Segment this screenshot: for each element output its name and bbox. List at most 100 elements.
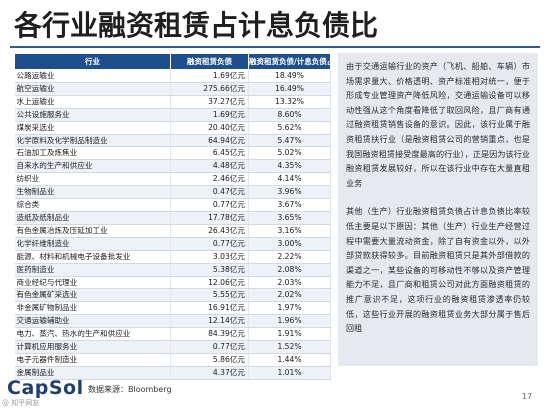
lease-liability-cell: 16.91亿元 <box>170 301 249 316</box>
lease-liability-cell: 275.66亿元 <box>170 82 249 96</box>
table-row: 造纸及纸制品业 17.78亿元 3.65% <box>14 211 331 225</box>
page-number: 17 <box>522 392 533 401</box>
ratio-cell: 1.97% <box>248 301 331 316</box>
industry-cell: 公路运输业 <box>14 69 171 83</box>
table-row: 航空运输业 275.66亿元 16.49% <box>14 82 331 96</box>
table-row: 水上运输业 37.27亿元 13.32% <box>14 95 331 109</box>
table-header-row: 行业 融资租赁负债 融资租赁负债/计息负债占比 <box>14 53 331 70</box>
industry-cell: 交通运输辅助业 <box>14 314 171 329</box>
column-header-lease-liability: 融资租赁负债 <box>170 53 249 70</box>
industry-cell: 电力、蒸汽、热水的生产和供应业 <box>14 327 171 342</box>
lease-liability-cell: 5.55亿元 <box>170 288 249 303</box>
ratio-cell: 16.49% <box>248 82 331 96</box>
table-row: 化学纤维制造业 0.77亿元 3.00% <box>14 237 331 251</box>
title-divider <box>10 46 540 48</box>
ratio-cell: 3.00% <box>248 237 331 251</box>
ratio-cell: 3.16% <box>248 224 331 238</box>
ratio-cell: 13.32% <box>248 95 331 109</box>
table-row: 化学原料及化学制品制造业 64.94亿元 5.47% <box>14 134 331 148</box>
table-row: 金属制品业 4.37亿元 1.01% <box>14 366 331 380</box>
industry-cell: 计算机应用服务业 <box>14 340 171 354</box>
table-row: 石油加工及炼焦业 6.45亿元 5.02% <box>14 146 331 161</box>
lease-liability-cell: 1.69亿元 <box>170 108 249 122</box>
lease-liability-cell: 5.86亿元 <box>170 353 249 367</box>
lease-liability-cell: 84.39亿元 <box>170 327 249 342</box>
table-row: 纺织业 2.46亿元 4.14% <box>14 172 331 187</box>
lease-liability-cell: 12.14亿元 <box>170 314 249 329</box>
table-row: 非金属矿物制品业 16.91亿元 1.97% <box>14 301 331 316</box>
industry-cell: 化学原料及化学制品制造业 <box>14 134 171 148</box>
industry-cell: 医药制造业 <box>14 263 171 277</box>
table-row: 计算机应用服务业 0.77亿元 1.52% <box>14 340 331 354</box>
table-row: 煤炭采选业 20.40亿元 5.62% <box>14 121 331 135</box>
table-row: 综合类 0.77亿元 3.67% <box>14 198 331 212</box>
ratio-cell: 5.62% <box>248 121 331 135</box>
industry-cell: 造纸及纸制品业 <box>14 211 171 225</box>
ratio-cell: 2.08% <box>248 263 331 277</box>
lease-liability-cell: 17.78亿元 <box>170 211 249 225</box>
table-row: 交通运输辅助业 12.14亿元 1.96% <box>14 314 331 329</box>
analysis-paragraph-transport: 由于交通运输行业的资产（飞机、船舶、车辆）市场需求量大、价格透明、资产标准相对统… <box>346 61 530 188</box>
industry-cell: 有色金属冶炼及压延加工业 <box>14 224 171 238</box>
ratio-cell: 5.02% <box>248 146 331 161</box>
table-row: 公路运输业 1.69亿元 18.49% <box>14 69 331 83</box>
industry-cell: 生物制品业 <box>14 185 171 200</box>
ratio-cell: 1.52% <box>248 340 331 354</box>
industry-cell: 有色金属矿采选业 <box>14 288 171 303</box>
capsol-logo: CapSol <box>7 377 84 399</box>
industry-cell: 商业经纪与代理业 <box>14 276 171 290</box>
table-row: 医药制造业 5.38亿元 2.08% <box>14 263 331 277</box>
industry-cell: 化学纤维制造业 <box>14 237 171 251</box>
ratio-cell: 2.22% <box>248 250 331 264</box>
industry-cell: 电子元器件制造业 <box>14 353 171 367</box>
ratio-cell: 3.67% <box>248 198 331 212</box>
industry-cell: 能源、材料和机械电子设备批发业 <box>14 250 171 264</box>
analysis-textbox: 由于交通运输行业的资产（飞机、船舶、车辆）市场需求量大、价格透明、资产标准相对统… <box>338 53 538 366</box>
industry-cell: 纺织业 <box>14 172 171 187</box>
lease-liability-cell: 4.37亿元 <box>170 366 249 380</box>
lease-liability-cell: 26.43亿元 <box>170 224 249 238</box>
industry-cell: 航空运输业 <box>14 82 171 96</box>
industry-cell: 煤炭采选业 <box>14 121 171 135</box>
industry-cell: 金属制品业 <box>14 366 171 380</box>
column-header-industry: 行业 <box>14 53 171 70</box>
table-row: 能源、材料和机械电子设备批发业 3.03亿元 2.22% <box>14 250 331 264</box>
lease-liability-cell: 37.27亿元 <box>170 95 249 109</box>
ratio-cell: 1.91% <box>248 327 331 342</box>
industry-cell: 石油加工及炼焦业 <box>14 146 171 161</box>
lease-liability-cell: 0.77亿元 <box>170 340 249 354</box>
table-row: 自来水的生产和供应业 4.48亿元 4.35% <box>14 159 331 174</box>
table-row: 生物制品业 0.47亿元 3.96% <box>14 185 331 200</box>
lease-liability-cell: 12.06亿元 <box>170 276 249 290</box>
analysis-paragraph-other: 其他（生产）行业融资租赁负债占计息负债比率较低主要是以下原因：其他（生产）行业生… <box>346 206 530 334</box>
ratio-cell: 4.14% <box>248 172 331 187</box>
industry-cell: 非金属矿物制品业 <box>14 301 171 316</box>
table-row: 公共设施服务业 1.69亿元 8.60% <box>14 108 331 122</box>
column-header-ratio: 融资租赁负债/计息负债占比 <box>248 53 331 70</box>
lease-liability-cell: 0.47亿元 <box>170 185 249 200</box>
ratio-cell: 18.49% <box>248 69 331 83</box>
table-row: 电子元器件制造业 5.86亿元 1.44% <box>14 353 331 367</box>
table-row: 有色金属矿采选业 5.55亿元 2.02% <box>14 288 331 303</box>
industry-cell: 综合类 <box>14 198 171 212</box>
ratio-cell: 1.44% <box>248 353 331 367</box>
lease-liability-cell: 3.03亿元 <box>170 250 249 264</box>
watermark: @ 知乎网友 <box>2 399 40 407</box>
table-row: 有色金属冶炼及压延加工业 26.43亿元 3.16% <box>14 224 331 238</box>
lease-liability-cell: 5.38亿元 <box>170 263 249 277</box>
lease-liability-cell: 1.69亿元 <box>170 69 249 83</box>
table-row: 商业经纪与代理业 12.06亿元 2.03% <box>14 276 331 290</box>
lease-liability-cell: 2.46亿元 <box>170 172 249 187</box>
table-row: 电力、蒸汽、热水的生产和供应业 84.39亿元 1.91% <box>14 327 331 342</box>
ratio-cell: 4.35% <box>248 159 331 174</box>
lease-liability-cell: 0.77亿元 <box>170 237 249 251</box>
lease-liability-cell: 6.45亿元 <box>170 146 249 161</box>
page-title: 各行业融资租赁占计息负债比 <box>14 9 379 42</box>
ratio-cell: 3.96% <box>248 185 331 200</box>
industry-table: 行业 融资租赁负债 融资租赁负债/计息负债占比 公路运输业1.69亿元18.49… <box>14 53 331 380</box>
data-source-note: 数据来源：Bloomberg <box>88 385 172 394</box>
lease-liability-cell: 20.40亿元 <box>170 121 249 135</box>
ratio-cell: 2.02% <box>248 288 331 303</box>
lease-liability-cell: 0.77亿元 <box>170 198 249 212</box>
industry-cell: 自来水的生产和供应业 <box>14 159 171 174</box>
